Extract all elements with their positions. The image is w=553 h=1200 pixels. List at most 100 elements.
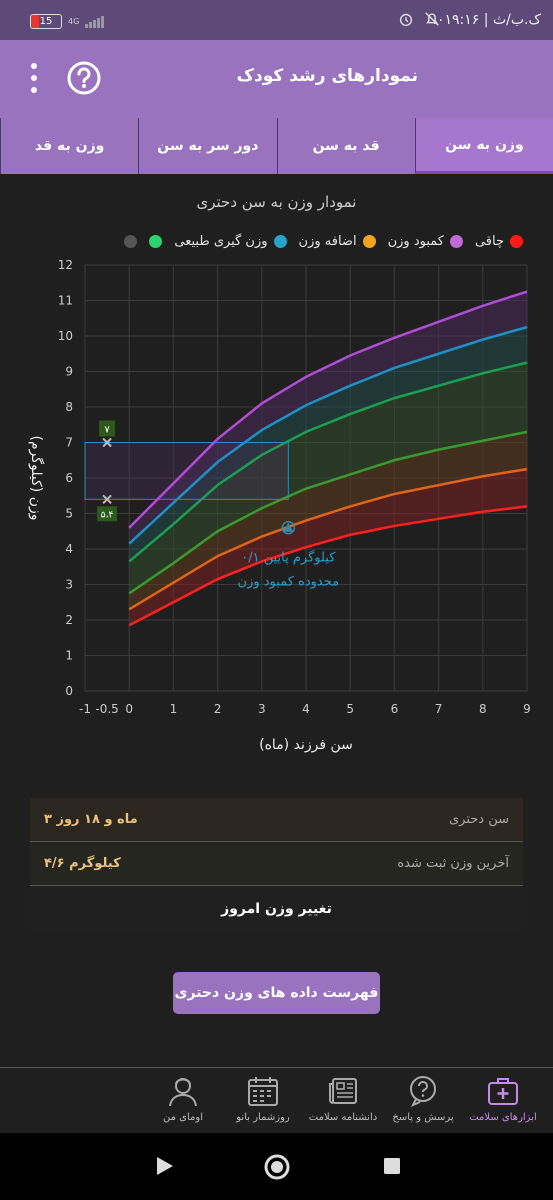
home-icon[interactable] (263, 1153, 291, 1181)
x-tick-label: 4 (302, 702, 310, 716)
tab-height-age[interactable]: قد به سن (276, 118, 415, 174)
question-bubble-icon (410, 1076, 436, 1107)
series-line (128, 505, 528, 627)
weight-list-button[interactable]: فهرست داده های وزن دحتری (173, 972, 380, 1014)
status-bar: ۰.۰ک.ب/ث | ۱۹:۱۶ 15 4G (0, 0, 553, 40)
legend-dot (273, 235, 287, 248)
status-icons (397, 10, 441, 28)
y-tick-label: 2 (65, 613, 73, 627)
y-tick-label: 4 (65, 542, 73, 556)
range-label-box (97, 506, 118, 522)
weight-row: ۴/۶ کیلوگرم آخرین وزن ثبت شده (30, 842, 523, 886)
annotation-line-1: ۰/۱ کیلوگرم پایین (241, 550, 336, 566)
alarm-icon (399, 13, 413, 27)
y-tick-label: 0 (65, 684, 73, 698)
band-area (129, 327, 527, 562)
tab-weight-age[interactable]: وزن به سن (414, 118, 553, 174)
y-tick-label: 8 (65, 400, 73, 414)
status-date: ۰.۰ک.ب/ث (425, 12, 541, 28)
range-label-box (99, 420, 116, 437)
x-tick-label: 2 (214, 702, 222, 716)
app-title: نمودارهای رشد کودک (236, 66, 418, 86)
x-tick-label: 1 (170, 702, 178, 716)
range-marker (102, 494, 112, 505)
legend-label: چاقی (474, 234, 504, 249)
legend-item-obesity: چاقی (475, 234, 523, 249)
change-weight-button[interactable]: تغییر وزن امروز (30, 886, 523, 932)
age-label: سن دحتری (448, 812, 509, 827)
y-axis-label: وزن (کیلوگرم) (28, 436, 45, 521)
nav-profile[interactable]: اومای من (143, 1068, 223, 1133)
chart-tabs: وزن به سن قد به سن دور سر به سن وزن به ق… (0, 118, 553, 174)
y-tick-label: 10 (58, 329, 73, 343)
x-tick-label: 7 (435, 702, 443, 716)
series-line (128, 430, 528, 595)
tab-head-age[interactable]: دور سر به سن (138, 118, 277, 174)
x-tick-label: 6 (391, 702, 399, 716)
tab-weight-height[interactable]: وزن به قد (0, 118, 139, 174)
nav-calendar[interactable]: روزشمار بانو (223, 1068, 303, 1133)
status-clock: ۰.۰ک.ب/ث | ۱۹:۱۶ (425, 12, 541, 28)
help-icon[interactable] (66, 60, 102, 96)
user-avatar-icon (169, 1078, 197, 1107)
info-card: ۳ ماه و ۱۸ روز سن دحتری ۴/۶ کیلوگرم آخری… (30, 798, 523, 932)
legend-item-normal: وزن گیری طبیعی (174, 234, 287, 249)
series-line (128, 467, 528, 611)
legend-item-overweight: اضافه وزن (299, 234, 376, 249)
signal-icon (85, 15, 105, 28)
age-value: ۳ ماه و ۱۸ روز (44, 812, 138, 827)
newspaper-icon (329, 1078, 357, 1104)
weight-value: ۴/۶ کیلوگرم (44, 856, 121, 871)
legend-dot (362, 235, 376, 248)
nav-encyclopedia[interactable]: دانشنامه سلامت (303, 1068, 383, 1133)
range-marker (102, 437, 112, 448)
series-line (128, 325, 528, 545)
x-tick-label: -0.5 (95, 702, 118, 716)
x-tick-label: -1 (79, 702, 91, 716)
range-label-upper: ۷ (104, 425, 110, 436)
medical-kit-icon (488, 1078, 518, 1105)
legend-item-average (149, 234, 163, 249)
system-nav-bar (0, 1133, 553, 1200)
legend-dot (449, 235, 463, 248)
recents-icon[interactable] (383, 1157, 401, 1175)
age-row: ۳ ماه و ۱۸ روز سن دحتری (30, 798, 523, 842)
y-tick-label: 3 (65, 578, 73, 592)
y-tick-label: 11 (58, 294, 73, 308)
app-bar: نمودارهای رشد کودک (0, 40, 553, 118)
bell-off-icon (425, 12, 439, 26)
status-time: ۱۹:۱۶ (444, 12, 480, 28)
nav-label: ابزارهای سلامت (469, 1112, 537, 1123)
y-tick-label: 7 (65, 436, 73, 450)
y-tick-label: 6 (65, 471, 73, 485)
child-point-marker (283, 522, 294, 532)
x-tick-label: 9 (523, 702, 531, 716)
status-system: 15 4G (30, 14, 105, 29)
x-tick-label: 3 (258, 702, 266, 716)
range-label-lower: ۵،۴ (101, 510, 114, 520)
band-area (129, 362, 527, 594)
legend-label: اضافه وزن (298, 234, 357, 249)
nav-health-tools[interactable]: ابزارهای سلامت (463, 1068, 543, 1133)
network-type: 4G (68, 17, 80, 26)
calendar-icon (248, 1077, 278, 1106)
band-area (129, 291, 527, 544)
nav-qa[interactable]: پرسش و پاسخ (383, 1068, 463, 1133)
back-icon[interactable] (155, 1155, 175, 1177)
series-line (128, 290, 528, 529)
battery-icon: 15 (30, 14, 62, 29)
legend-item-underweight: کمبود وزن (388, 234, 463, 249)
bottom-nav: ابزارهای سلامت پرسش و پاسخ دانشنامه سلام… (0, 1067, 553, 1133)
child-point-ring (281, 520, 296, 535)
legend-label: وزن گیری طبیعی (174, 234, 268, 249)
nav-label: روزشمار بانو (236, 1112, 290, 1123)
legend-label: کمبود وزن (387, 234, 444, 249)
legend-dot (124, 235, 138, 248)
y-tick-label: 12 (58, 258, 73, 272)
y-tick-label: 1 (65, 649, 73, 663)
annotation-line-2: محدوده کمبود وزن (238, 575, 340, 590)
more-options-icon[interactable] (22, 60, 46, 96)
nav-label: پرسش و پاسخ (392, 1112, 454, 1123)
y-tick-label: 9 (65, 365, 73, 379)
